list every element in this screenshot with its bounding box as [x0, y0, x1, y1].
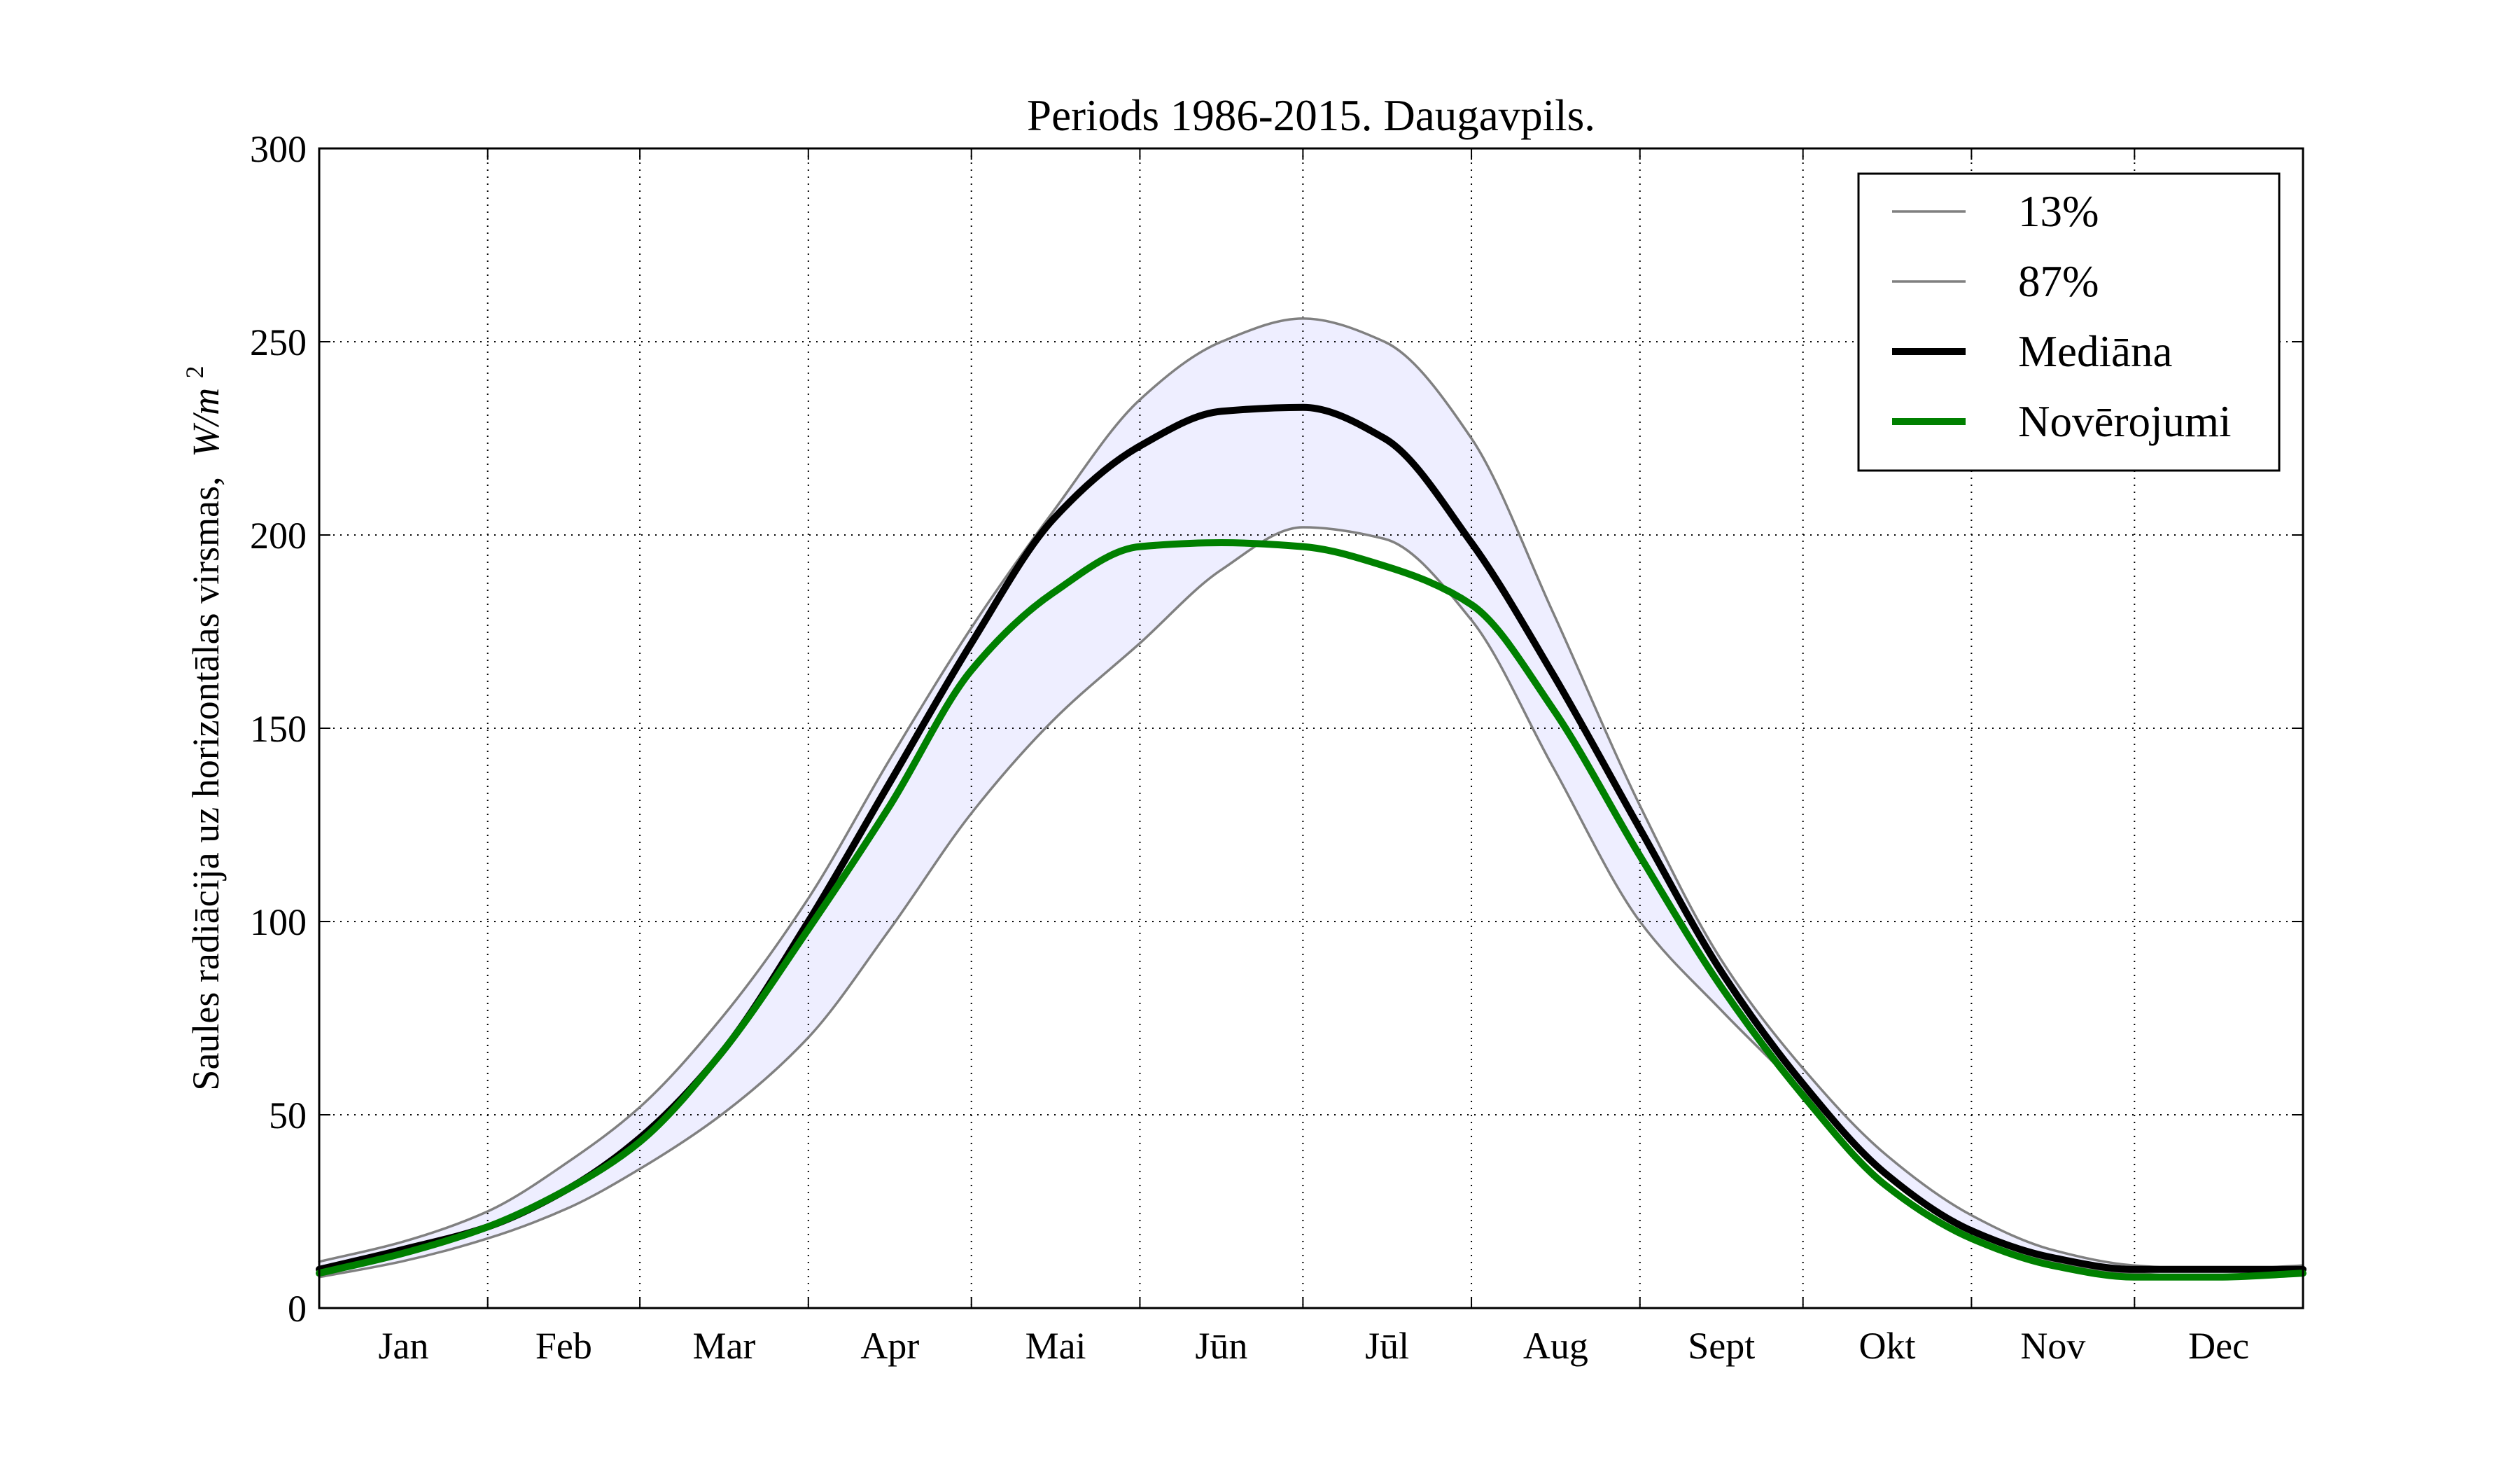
y-tick-label: 100: [250, 901, 307, 943]
y-tick-label: 250: [250, 321, 307, 363]
y-tick-label: 200: [250, 515, 307, 557]
x-tick-label: Dec: [2188, 1325, 2249, 1367]
x-tick-label: Nov: [2020, 1325, 2085, 1367]
x-tick-label: Jan: [378, 1325, 428, 1367]
chart-title: Periods 1986-2015. Daugavpils.: [1027, 91, 1595, 140]
y-tick-label: 150: [250, 708, 307, 750]
series-layer: [316, 317, 2306, 1281]
percentile-band: [319, 318, 2303, 1277]
x-tick-label: Apr: [860, 1325, 919, 1367]
legend-label: 87%: [2018, 257, 2099, 306]
y-tick-label: 300: [250, 128, 307, 170]
legend-label: 13%: [2018, 187, 2099, 236]
series-line: [318, 317, 2304, 1271]
legend-entries: 13% 87% Mediāna Novērojumi: [1892, 187, 2231, 446]
legend-label: Novērojumi: [2018, 397, 2231, 446]
x-tick-label: Aug: [1523, 1325, 1588, 1367]
y-axis-label-text: Saules radiācija uz horizontālas virsmas…: [185, 476, 227, 1090]
x-tick-label: Okt: [1859, 1325, 1916, 1367]
grid-layer: [319, 148, 2303, 1308]
y-axis-label: Saules radiācija uz horizontālas virsmas…: [181, 366, 227, 1090]
y-axis-label-units-sup: 2: [181, 366, 209, 378]
y-tick-label: 0: [288, 1288, 307, 1330]
x-tick-label: Jūn: [1195, 1325, 1247, 1367]
band-layer: [319, 318, 2303, 1277]
series-line: [316, 539, 2306, 1281]
legend-label: Mediāna: [2018, 327, 2172, 376]
y-tick-label: 50: [269, 1094, 307, 1136]
x-tick-label: Feb: [536, 1325, 592, 1367]
legend: 13% 87% Mediāna Novērojumi: [1857, 172, 2281, 472]
x-tick-label: Sept: [1688, 1325, 1755, 1367]
x-tick-label: Jūl: [1365, 1325, 1409, 1367]
y-axis-label-units: W/m: [185, 388, 227, 457]
x-tick-label: Mar: [692, 1325, 755, 1367]
tick-layer: 0 50 100 150 200 250 300 Jan Feb Mar Apr Mai Jūn Jūl A…: [250, 128, 2303, 1367]
x-tick-label: Mai: [1026, 1325, 1086, 1367]
